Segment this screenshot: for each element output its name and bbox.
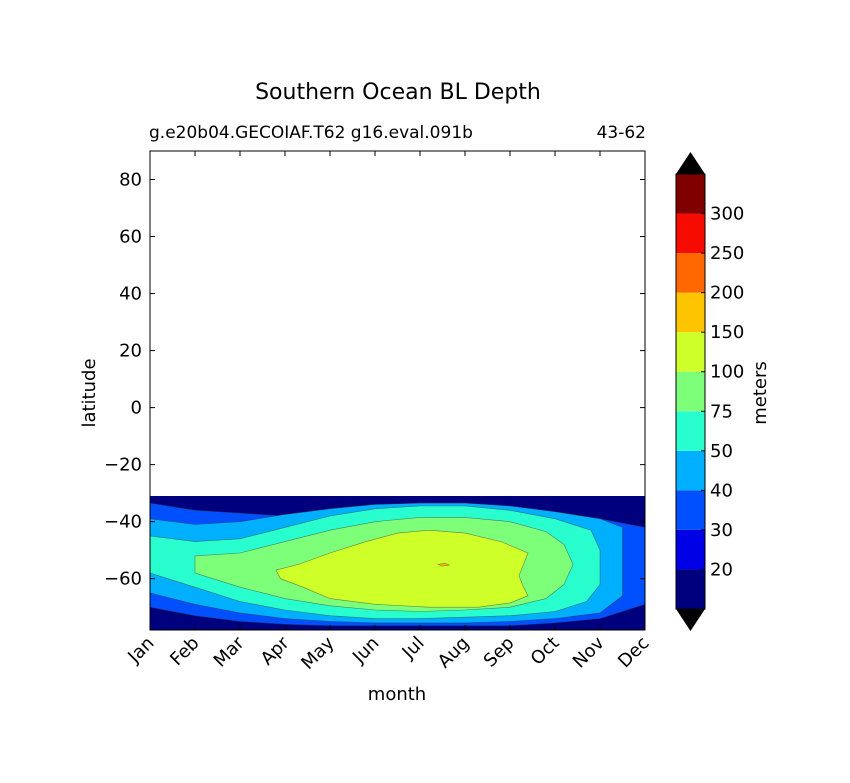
colorbar-tick-label: 30 <box>710 520 733 541</box>
colorbar-swatch <box>676 450 705 491</box>
colorbar-tick-label: 50 <box>710 441 733 462</box>
colorbar-tick-label: 40 <box>710 480 733 501</box>
colorbar-swatch <box>676 253 705 293</box>
x-tick-label: Dec <box>614 633 653 672</box>
x-axis-label: month <box>368 684 426 705</box>
y-tick-label: 40 <box>119 284 142 305</box>
y-axis-label: latitude <box>79 358 100 427</box>
chart-title: Southern Ocean BL Depth <box>255 80 541 105</box>
colorbar: 20 30 40 50 75 100 150 200 250 300 <box>675 152 744 631</box>
y-tick-label: −20 <box>104 455 142 476</box>
colorbar-swatch <box>676 174 705 214</box>
colorbar-frame <box>675 173 706 610</box>
colorbar-swatch <box>676 529 705 570</box>
x-tick-label: Mar <box>210 632 249 671</box>
colorbar-tick-label: 75 <box>710 401 733 422</box>
colorbar-tick-label: 100 <box>710 362 744 383</box>
contour-layer <box>149 495 646 630</box>
x-tick-label: May <box>297 632 338 673</box>
x-tick-label: Jul <box>398 633 429 664</box>
x-tick-label: Apr <box>257 632 294 669</box>
colorbar-swatch <box>676 213 705 254</box>
y-tick-label: 80 <box>119 170 142 191</box>
colorbar-swatch <box>676 292 705 333</box>
x-tick-label: Nov <box>569 632 609 672</box>
x-tick-label: Jan <box>123 633 158 668</box>
y-tick-label: 20 <box>119 341 142 362</box>
colorbar-tick-label: 20 <box>710 559 733 580</box>
y-tick-label: −60 <box>104 569 142 590</box>
colorbar-swatch <box>676 411 705 451</box>
x-tick-label: Feb <box>166 633 203 670</box>
colorbar-extend-max <box>676 152 705 174</box>
y-tick-label: 0 <box>131 398 142 419</box>
chart-subtitle-left: g.e20b04.GECOIAF.T62 g16.eval.091b <box>149 123 473 143</box>
colorbar-tick-label: 300 <box>710 204 744 225</box>
contour-region-100-150 <box>275 529 529 608</box>
colorbar-swatch <box>676 371 705 412</box>
x-tick-label: Aug <box>434 633 474 673</box>
plot-area: Jan Feb Mar Apr May Jun Jul Aug Sep Oct Nov Dec 80 6… <box>104 150 654 674</box>
colorbar-tick-label: 150 <box>710 322 744 343</box>
colorbar-tick-label: 200 <box>710 283 744 304</box>
colorbar-swatch <box>676 569 705 609</box>
colorbar-extend-min <box>676 609 705 631</box>
y-axis-ticks: 80 60 40 20 0 −20 −40 −60 <box>104 170 645 590</box>
x-tick-label: Oct <box>527 633 564 670</box>
x-tick-label: Jun <box>348 633 383 668</box>
colorbar-swatch <box>676 332 705 372</box>
contour-region-150-200 <box>436 562 451 567</box>
colorbar-swatch <box>676 490 705 530</box>
y-tick-label: −40 <box>104 512 142 533</box>
colorbar-label: meters <box>750 361 771 425</box>
colorbar-tick-label: 250 <box>710 243 744 264</box>
chart-subtitle-right: 43-62 <box>597 123 646 143</box>
plot-frame <box>149 150 646 631</box>
y-tick-label: 60 <box>119 227 142 248</box>
x-tick-label: Sep <box>480 633 519 672</box>
